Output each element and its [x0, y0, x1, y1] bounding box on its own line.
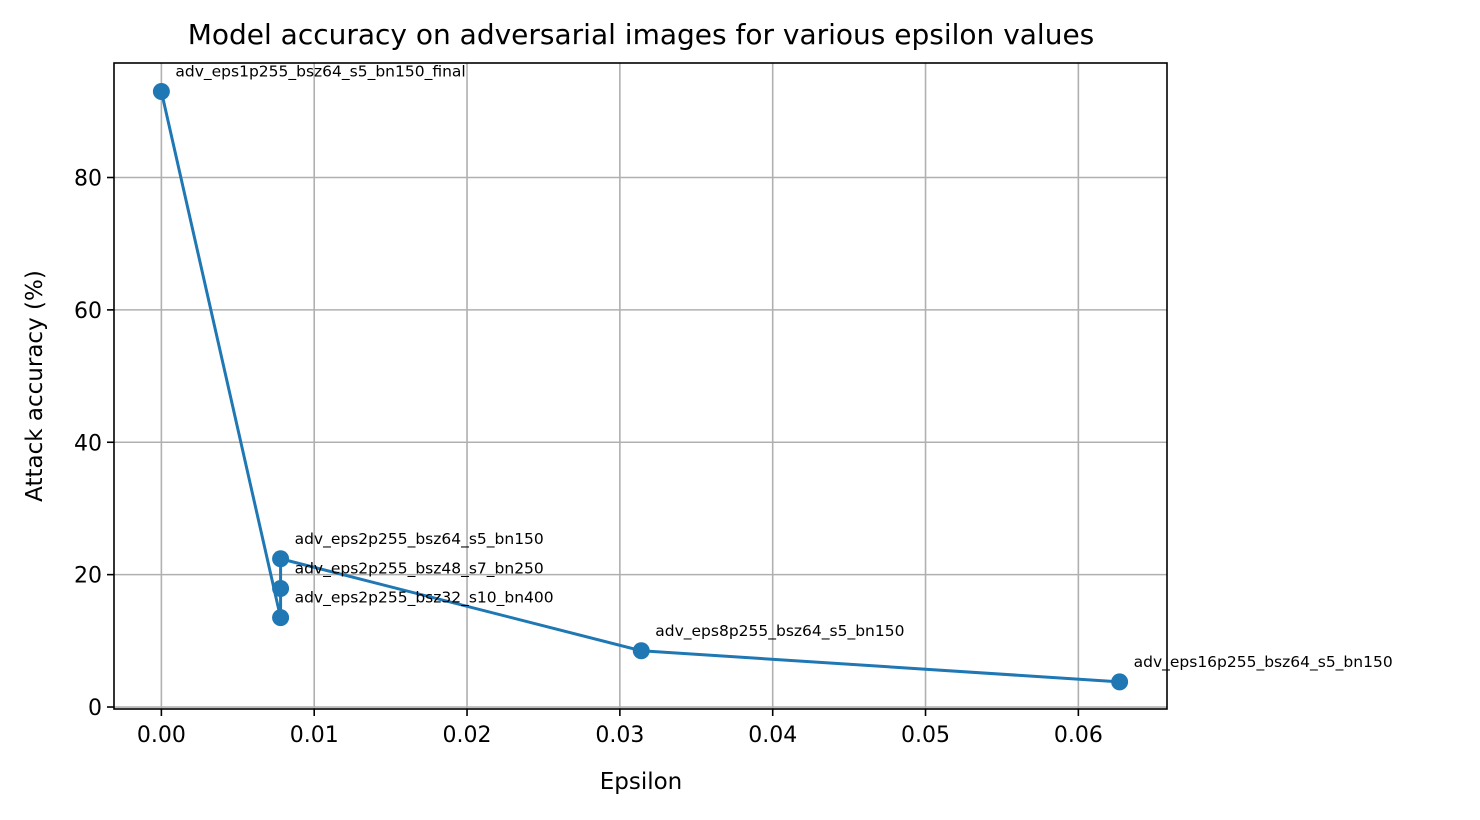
x-tick-label: 0.01	[290, 723, 339, 748]
point-labels: adv_eps1p255_bsz64_s5_bn150_final adv_eps…	[175, 62, 1392, 671]
y-tick-label: 0	[88, 696, 102, 721]
x-tick-label: 0.06	[1054, 723, 1103, 748]
ticks: 0.00 0.01 0.02 0.03 0.04 0.05 0.06 0 20 40 60 80	[74, 167, 1103, 748]
y-tick-label: 40	[74, 431, 102, 456]
chart-title: Model accuracy on adversarial images for…	[188, 18, 1095, 51]
series-line	[159, 91, 1120, 684]
y-axis-label: Attack accuracy (%)	[22, 270, 48, 502]
data-point-label: adv_eps8p255_bsz64_s5_bn150	[655, 622, 904, 641]
data-point	[272, 550, 290, 568]
y-tick-label: 60	[74, 299, 102, 324]
x-tick-label: 0.04	[748, 723, 797, 748]
x-tick-label: 0.00	[137, 723, 186, 748]
data-point	[272, 609, 290, 627]
data-point	[272, 580, 290, 598]
axes-frame	[113, 62, 1168, 710]
data-point	[1111, 673, 1129, 691]
y-tick-label: 20	[74, 564, 102, 589]
grid-lines	[114, 63, 1167, 709]
x-tick-label: 0.03	[595, 723, 644, 748]
x-tick-label: 0.02	[443, 723, 492, 748]
series-layer	[152, 82, 1129, 691]
data-point-label: adv_eps1p255_bsz64_s5_bn150_final	[175, 62, 465, 81]
data-point-label: adv_eps2p255_bsz64_s5_bn150	[295, 530, 544, 549]
x-axis-label: Epsilon	[600, 769, 683, 795]
y-tick-label: 80	[74, 167, 102, 192]
data-point-label: adv_eps2p255_bsz32_s10_bn400	[295, 589, 554, 608]
data-point	[632, 642, 650, 660]
data-point-label: adv_eps16p255_bsz64_s5_bn150	[1134, 653, 1393, 672]
x-tick-label: 0.05	[901, 723, 950, 748]
data-point-label: adv_eps2p255_bsz48_s7_bn250	[295, 560, 544, 579]
data-point	[152, 82, 170, 100]
